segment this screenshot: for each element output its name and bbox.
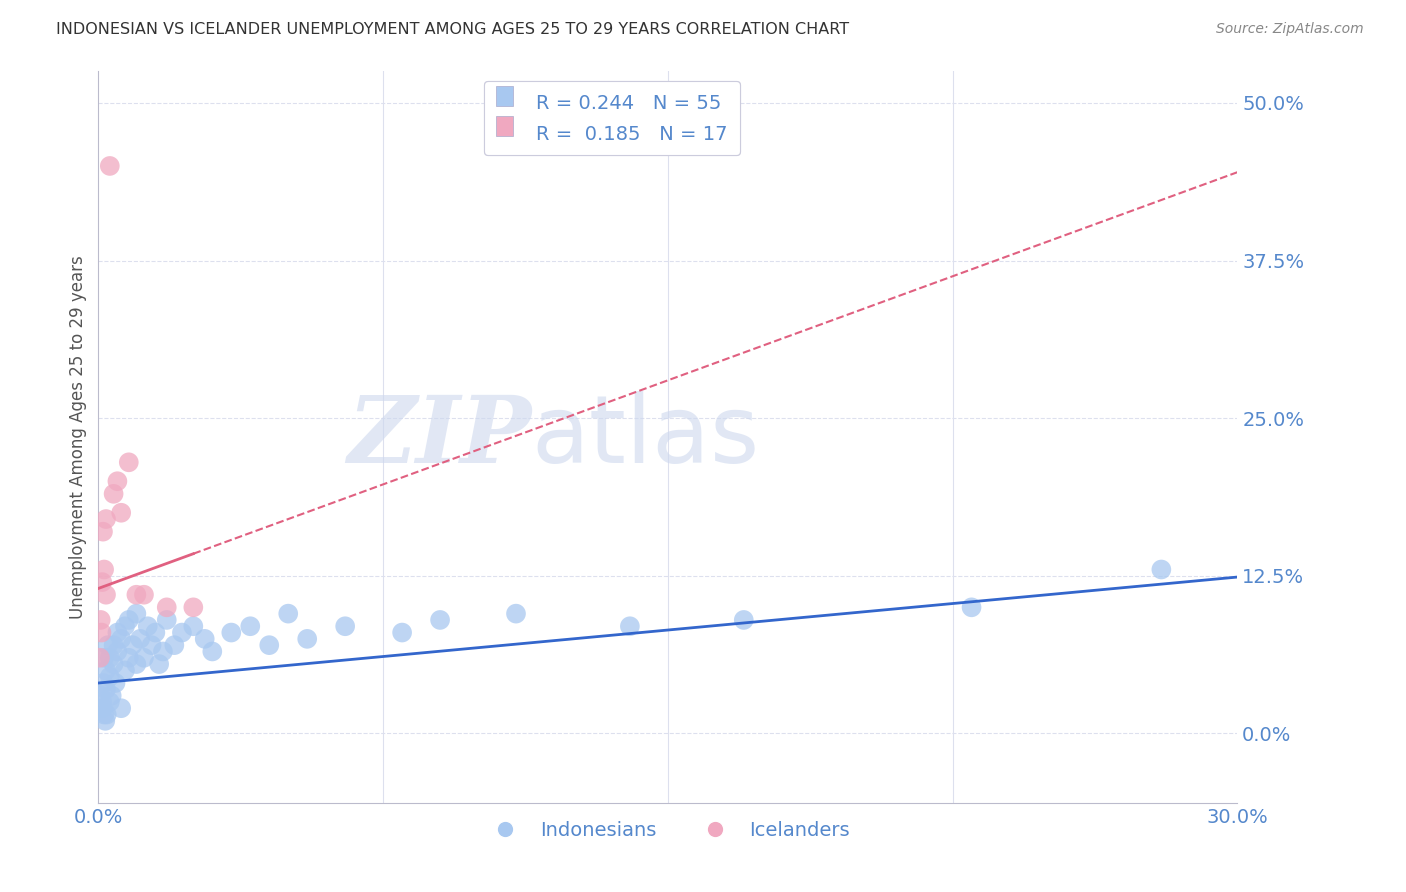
Y-axis label: Unemployment Among Ages 25 to 29 years: Unemployment Among Ages 25 to 29 years bbox=[69, 255, 87, 619]
Point bbox=[89, 689, 111, 703]
Point bbox=[156, 613, 179, 627]
Point bbox=[100, 689, 122, 703]
Point bbox=[103, 657, 125, 671]
Point bbox=[107, 644, 129, 658]
Point bbox=[94, 664, 117, 678]
Point bbox=[110, 632, 132, 646]
Point bbox=[91, 695, 114, 709]
Point bbox=[107, 474, 129, 488]
Point bbox=[103, 638, 125, 652]
Point bbox=[94, 512, 117, 526]
Point bbox=[132, 650, 155, 665]
Point bbox=[89, 650, 111, 665]
Point bbox=[93, 676, 115, 690]
Point bbox=[91, 701, 114, 715]
Point bbox=[183, 600, 205, 615]
Point bbox=[335, 619, 357, 633]
Point bbox=[183, 619, 205, 633]
Point bbox=[136, 619, 159, 633]
Point bbox=[97, 638, 120, 652]
Point bbox=[221, 625, 243, 640]
Point bbox=[152, 644, 174, 658]
Point bbox=[125, 607, 148, 621]
Point bbox=[91, 524, 114, 539]
Point bbox=[259, 638, 281, 652]
Legend: Indonesians, Icelanders: Indonesians, Icelanders bbox=[478, 814, 858, 848]
Point bbox=[194, 632, 217, 646]
Point bbox=[90, 613, 112, 627]
Point bbox=[297, 632, 319, 646]
Point bbox=[90, 625, 112, 640]
Point bbox=[94, 714, 117, 728]
Point bbox=[125, 657, 148, 671]
Point bbox=[93, 650, 115, 665]
Point bbox=[170, 625, 193, 640]
Point bbox=[93, 562, 115, 576]
Point bbox=[156, 600, 179, 615]
Point bbox=[104, 676, 127, 690]
Point bbox=[93, 707, 115, 722]
Text: Source: ZipAtlas.com: Source: ZipAtlas.com bbox=[1216, 22, 1364, 37]
Point bbox=[98, 650, 121, 665]
Point bbox=[201, 644, 224, 658]
Point bbox=[391, 625, 413, 640]
Point bbox=[94, 682, 117, 697]
Text: atlas: atlas bbox=[531, 391, 759, 483]
Point bbox=[98, 159, 121, 173]
Point bbox=[114, 664, 136, 678]
Point bbox=[96, 707, 118, 722]
Text: INDONESIAN VS ICELANDER UNEMPLOYMENT AMONG AGES 25 TO 29 YEARS CORRELATION CHART: INDONESIAN VS ICELANDER UNEMPLOYMENT AMO… bbox=[56, 22, 849, 37]
Point bbox=[132, 588, 155, 602]
Point bbox=[110, 506, 132, 520]
Point bbox=[239, 619, 262, 633]
Point bbox=[163, 638, 186, 652]
Point bbox=[98, 695, 121, 709]
Point bbox=[125, 588, 148, 602]
Point bbox=[118, 650, 141, 665]
Point bbox=[129, 632, 152, 646]
Point bbox=[1150, 562, 1173, 576]
Point bbox=[103, 487, 125, 501]
Point bbox=[107, 625, 129, 640]
Point bbox=[121, 638, 143, 652]
Point bbox=[960, 600, 983, 615]
Point bbox=[98, 670, 121, 684]
Point bbox=[141, 638, 163, 652]
Point bbox=[118, 613, 141, 627]
Point bbox=[118, 455, 141, 469]
Point bbox=[619, 619, 641, 633]
Point bbox=[277, 607, 299, 621]
Point bbox=[91, 575, 114, 590]
Text: ZIP: ZIP bbox=[347, 392, 531, 482]
Point bbox=[114, 619, 136, 633]
Point bbox=[505, 607, 527, 621]
Point bbox=[110, 701, 132, 715]
Point bbox=[145, 625, 167, 640]
Point bbox=[733, 613, 755, 627]
Point bbox=[148, 657, 170, 671]
Point bbox=[94, 588, 117, 602]
Point bbox=[429, 613, 451, 627]
